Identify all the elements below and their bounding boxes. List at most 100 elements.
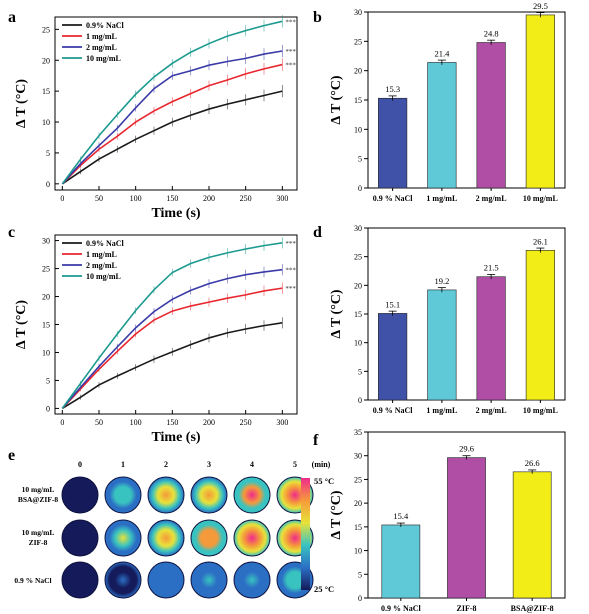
legend-label: 0.9% NaCl bbox=[86, 239, 125, 248]
thermal-image bbox=[147, 561, 185, 599]
row-label: 0.9 % NaCl bbox=[14, 576, 51, 585]
scale-min-label: 25 °C bbox=[314, 584, 334, 594]
bar bbox=[427, 289, 457, 401]
y-tick-label: 5 bbox=[358, 367, 362, 376]
category-label: 0.9 % NaCl bbox=[373, 406, 414, 415]
y-tick-label: 10 bbox=[42, 348, 50, 357]
y-tick-label: 5 bbox=[358, 570, 362, 579]
x-tick-label: 250 bbox=[240, 194, 252, 203]
y-tick-label: 0 bbox=[358, 396, 362, 405]
significance-mark: *** bbox=[285, 18, 296, 26]
y-tick-label: 20 bbox=[354, 499, 362, 508]
x-tick-label: 100 bbox=[130, 418, 142, 427]
panel-c: 0 50 100 150 200 250 300 0 5 10 15 20 25 30 Time (s) Δ … bbox=[8, 224, 298, 445]
y-tick-label: 25 bbox=[354, 475, 362, 484]
series-line-0-9-nacl bbox=[61, 90, 283, 185]
y-tick-label: 5 bbox=[46, 376, 50, 385]
y-tick-label: 0 bbox=[46, 404, 50, 413]
series-line-2-mg-ml bbox=[61, 50, 283, 185]
y-tick-label: 5 bbox=[46, 149, 50, 158]
y-axis-label: Δ T (°C) bbox=[329, 75, 344, 124]
data-label: 19.2 bbox=[434, 276, 449, 286]
data-label: 24.8 bbox=[484, 29, 499, 39]
y-tick-label: 30 bbox=[354, 8, 362, 17]
x-tick-label: 50 bbox=[95, 194, 103, 203]
bar bbox=[381, 524, 421, 599]
thermal-image bbox=[61, 519, 99, 557]
thermal-image bbox=[233, 561, 271, 599]
panel-letter: a bbox=[8, 9, 16, 26]
time-label: 3 bbox=[207, 460, 211, 469]
y-tick-label: 10 bbox=[354, 339, 362, 348]
bar bbox=[512, 471, 552, 599]
y-tick-label: 30 bbox=[42, 237, 50, 246]
legend-label: 2 mg/mL bbox=[86, 261, 117, 270]
x-tick-label: 150 bbox=[166, 418, 178, 427]
bar bbox=[427, 62, 457, 189]
x-axis-label: Time (s) bbox=[151, 206, 200, 221]
x-axis-label: Time (s) bbox=[151, 430, 200, 445]
x-tick-label: 300 bbox=[276, 194, 288, 203]
y-tick-label: 30 bbox=[354, 224, 362, 233]
thermal-image bbox=[190, 519, 228, 557]
y-tick-label: 20 bbox=[42, 56, 50, 65]
panel-a: 0 50 100 150 200 250 300 0 5 10 15 20 25 Time (s) Δ T … bbox=[8, 9, 298, 221]
data-label: 29.6 bbox=[459, 444, 474, 454]
y-axis-label: Δ T (°C) bbox=[14, 79, 29, 128]
y-tick-label: 0 bbox=[358, 184, 362, 193]
series-line-10-mg-ml bbox=[61, 242, 283, 409]
significance-mark: *** bbox=[285, 285, 296, 293]
y-tick-label: 30 bbox=[354, 452, 362, 461]
bar bbox=[447, 457, 486, 599]
y-tick-label: 15 bbox=[354, 523, 362, 532]
thermal-image bbox=[104, 476, 142, 514]
y-tick-label: 25 bbox=[42, 265, 50, 274]
category-label: 2 mg/mL bbox=[476, 194, 507, 203]
data-label: 29.5 bbox=[533, 1, 548, 11]
x-tick-label: 0 bbox=[60, 194, 64, 203]
y-axis-label: Δ T (°C) bbox=[329, 490, 344, 539]
series-line-2-mg-ml bbox=[61, 268, 283, 409]
y-tick-label: 20 bbox=[354, 281, 362, 290]
data-label: 26.1 bbox=[533, 236, 548, 246]
panel-d: 0 5 10 15 20 25 30 Δ T (°C) 15.1 0.9 % NaCl 19.2 1 … bbox=[313, 224, 566, 415]
y-tick-label: 35 bbox=[354, 428, 362, 437]
thermal-image bbox=[233, 476, 271, 514]
y-tick-label: 15 bbox=[354, 96, 362, 105]
x-tick-label: 150 bbox=[166, 194, 178, 203]
y-tick-label: 10 bbox=[354, 125, 362, 134]
category-label: 1 mg/mL bbox=[426, 194, 457, 203]
thermal-image bbox=[233, 519, 271, 557]
category-label: 2 mg/mL bbox=[476, 406, 507, 415]
y-tick-label: 10 bbox=[42, 118, 50, 127]
row-label: BSA@ZIF-8 bbox=[18, 495, 59, 504]
x-tick-label: 0 bbox=[60, 418, 64, 427]
y-tick-label: 10 bbox=[354, 547, 362, 556]
y-tick-label: 15 bbox=[42, 321, 50, 330]
category-label: 0.9 % NaCl bbox=[381, 604, 422, 613]
series-line-1-mg-ml bbox=[61, 63, 283, 185]
category-label: 1 mg/mL bbox=[426, 406, 457, 415]
category-label: ZIF-8 bbox=[457, 604, 477, 613]
thermal-image bbox=[104, 519, 142, 557]
time-label: 1 bbox=[121, 460, 125, 469]
y-tick-label: 15 bbox=[354, 310, 362, 319]
time-label: 0 bbox=[78, 460, 82, 469]
x-tick-label: 200 bbox=[203, 194, 215, 203]
legend-label: 0.9% NaCl bbox=[86, 21, 125, 30]
time-unit: (min) bbox=[312, 460, 331, 469]
panel-letter: b bbox=[313, 9, 322, 26]
legend-label: 10 mg/mL bbox=[86, 272, 121, 281]
time-label: 4 bbox=[250, 460, 254, 469]
y-tick-label: 25 bbox=[42, 25, 50, 34]
panel-letter: c bbox=[8, 224, 15, 241]
y-tick-label: 5 bbox=[358, 155, 362, 164]
panel-f: 0 5 10 15 20 25 30 35 Δ T (°C) 15.4 0.9 % NaCl 29.6… bbox=[313, 428, 566, 613]
category-label: 10 mg/mL bbox=[523, 194, 558, 203]
legend-label: 10 mg/mL bbox=[86, 54, 121, 63]
data-label: 15.3 bbox=[385, 84, 400, 94]
row-label: 10 mg/mL bbox=[22, 485, 55, 494]
data-label: 15.4 bbox=[393, 511, 409, 521]
